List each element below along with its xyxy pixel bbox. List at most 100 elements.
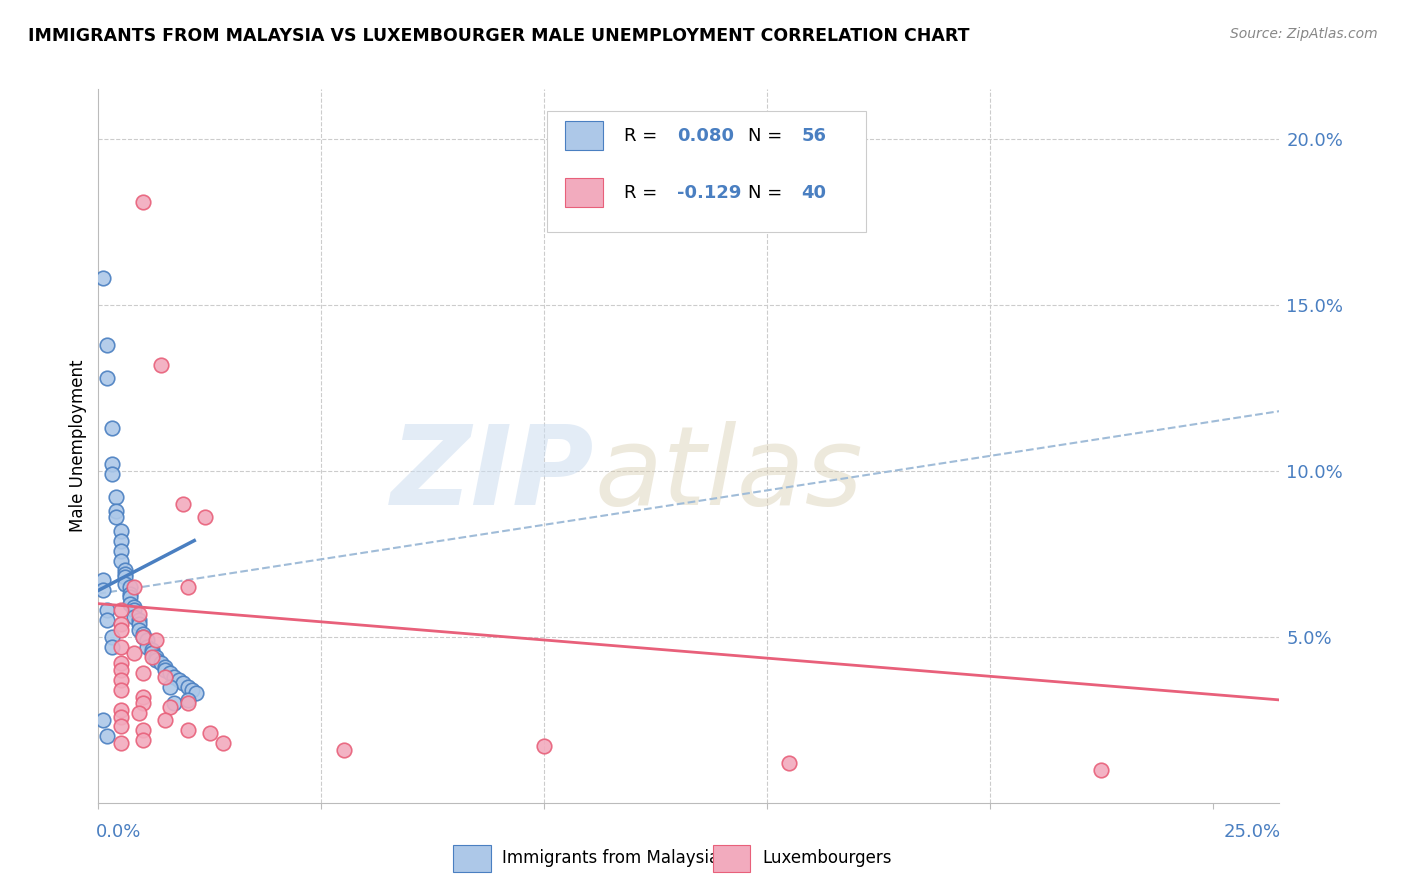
Point xyxy=(110,657,132,671)
Point xyxy=(176,723,198,737)
Text: IMMIGRANTS FROM MALAYSIA VS LUXEMBOURGER MALE UNEMPLOYMENT CORRELATION CHART: IMMIGRANTS FROM MALAYSIA VS LUXEMBOURGER… xyxy=(28,27,970,45)
Point xyxy=(118,587,141,601)
Point xyxy=(145,649,167,664)
Point xyxy=(114,576,136,591)
Point xyxy=(91,583,114,598)
Point xyxy=(101,457,124,471)
Point xyxy=(122,647,145,661)
Point xyxy=(122,603,145,617)
Point xyxy=(110,603,132,617)
FancyBboxPatch shape xyxy=(713,845,751,872)
FancyBboxPatch shape xyxy=(565,178,603,207)
Point xyxy=(110,624,132,638)
Point xyxy=(167,673,190,687)
Point xyxy=(128,616,150,631)
Point xyxy=(118,580,141,594)
FancyBboxPatch shape xyxy=(453,845,491,872)
Point xyxy=(110,663,132,677)
Point xyxy=(176,680,198,694)
Point xyxy=(110,616,132,631)
Point xyxy=(91,271,114,285)
Point xyxy=(101,640,124,654)
Text: Luxembourgers: Luxembourgers xyxy=(762,849,891,867)
Point xyxy=(163,696,186,710)
Text: R =: R = xyxy=(624,184,664,202)
Point xyxy=(141,649,163,664)
Point xyxy=(122,599,145,614)
Point xyxy=(110,703,132,717)
Point xyxy=(176,693,198,707)
Point xyxy=(159,680,181,694)
Point xyxy=(110,533,132,548)
Point xyxy=(110,524,132,538)
Point xyxy=(101,421,124,435)
Point xyxy=(101,467,124,482)
Point xyxy=(105,504,128,518)
Point xyxy=(149,657,172,671)
Point xyxy=(128,706,150,721)
Point xyxy=(132,195,155,210)
Point xyxy=(110,543,132,558)
Y-axis label: Male Unemployment: Male Unemployment xyxy=(69,359,87,533)
Text: Immigrants from Malaysia: Immigrants from Malaysia xyxy=(502,849,720,867)
Point xyxy=(110,682,132,697)
Point xyxy=(96,603,118,617)
Text: 0.0%: 0.0% xyxy=(96,822,142,841)
Point xyxy=(194,510,217,524)
Point xyxy=(91,574,114,588)
Point xyxy=(105,491,128,505)
Point xyxy=(141,643,163,657)
Point xyxy=(110,736,132,750)
Point xyxy=(118,597,141,611)
Text: R =: R = xyxy=(624,127,664,145)
Point xyxy=(128,624,150,638)
Point xyxy=(132,626,155,640)
Point xyxy=(176,580,198,594)
Point xyxy=(172,676,194,690)
Point xyxy=(155,713,177,727)
Point xyxy=(778,756,800,770)
Point xyxy=(159,699,181,714)
Text: 56: 56 xyxy=(801,127,827,145)
Point xyxy=(132,666,155,681)
Point xyxy=(155,663,177,677)
Text: Source: ZipAtlas.com: Source: ZipAtlas.com xyxy=(1230,27,1378,41)
Text: N =: N = xyxy=(748,184,787,202)
FancyBboxPatch shape xyxy=(565,121,603,150)
Point xyxy=(122,610,145,624)
Point xyxy=(118,590,141,604)
Point xyxy=(198,726,221,740)
Text: 0.080: 0.080 xyxy=(678,127,734,145)
Point xyxy=(172,497,194,511)
Point xyxy=(132,696,155,710)
Point xyxy=(128,613,150,627)
Text: 40: 40 xyxy=(801,184,827,202)
Text: 25.0%: 25.0% xyxy=(1225,822,1281,841)
Point xyxy=(533,739,555,754)
Point xyxy=(96,730,118,744)
Text: N =: N = xyxy=(748,127,787,145)
Point xyxy=(110,709,132,723)
Point xyxy=(132,630,155,644)
Point xyxy=(141,647,163,661)
Point xyxy=(96,613,118,627)
Point xyxy=(122,580,145,594)
Point xyxy=(105,510,128,524)
Point xyxy=(110,719,132,733)
Point xyxy=(186,686,208,700)
Point xyxy=(155,659,177,673)
Point xyxy=(110,640,132,654)
Point xyxy=(91,713,114,727)
Point xyxy=(155,670,177,684)
Point xyxy=(136,640,159,654)
Point xyxy=(101,630,124,644)
Point xyxy=(114,564,136,578)
Point xyxy=(110,673,132,687)
Text: atlas: atlas xyxy=(595,421,863,528)
Point xyxy=(212,736,235,750)
Point xyxy=(132,723,155,737)
Text: -0.129: -0.129 xyxy=(678,184,741,202)
Point xyxy=(114,566,136,581)
Point xyxy=(159,666,181,681)
Point xyxy=(114,570,136,584)
